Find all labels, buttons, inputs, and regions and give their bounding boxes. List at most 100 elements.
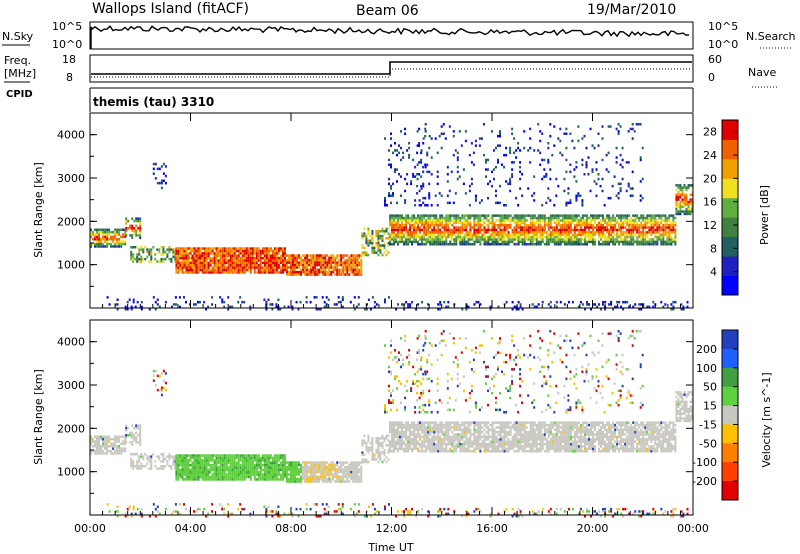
power-cell (181, 271, 184, 274)
power-cell (670, 303, 673, 306)
power-cell (441, 226, 444, 229)
velocity-cell (253, 454, 256, 457)
power-cell (251, 259, 254, 262)
power-cell (336, 266, 339, 269)
power-cell (259, 266, 262, 269)
power-cell (517, 308, 520, 311)
power-cell (429, 226, 432, 229)
power-cell (263, 256, 266, 260)
power-cell (233, 261, 236, 265)
velocity-cell (340, 461, 343, 464)
power-cell (348, 261, 351, 264)
power-cell (559, 231, 562, 234)
power-cell (300, 270, 302, 274)
velocity-cell (164, 457, 167, 461)
power-cell (573, 216, 576, 220)
power-cell (389, 233, 391, 236)
power-cell (365, 237, 368, 240)
power-cell (330, 266, 333, 269)
power-cell (306, 263, 309, 267)
power-cell (479, 243, 482, 246)
power-cell (425, 231, 428, 234)
velocity-cell (322, 473, 325, 476)
velocity-cell (235, 475, 238, 479)
power-cell (491, 228, 494, 232)
velocity-cell (397, 428, 399, 432)
power-cell (197, 268, 200, 272)
power-cell (253, 261, 256, 265)
power-cell (259, 264, 262, 267)
power-cell (527, 231, 530, 234)
velocity-cell (241, 461, 244, 464)
velocity-cell (245, 475, 248, 479)
power-cell (586, 235, 588, 239)
power-cell (316, 261, 319, 264)
velocity-cell (393, 440, 395, 443)
power-cell (519, 231, 522, 234)
velocity-cell (273, 461, 276, 464)
power-cell (648, 238, 651, 241)
power-cell (392, 194, 394, 197)
velocity-cell (191, 478, 194, 481)
power-cell (445, 219, 448, 222)
velocity-cell (288, 466, 290, 469)
power-cell (402, 156, 405, 159)
velocity-cell (312, 463, 315, 467)
power-cell (555, 228, 558, 232)
power-cell (557, 214, 560, 217)
power-cell (555, 214, 558, 217)
power-cell (541, 240, 544, 244)
velocity-cell (235, 473, 238, 476)
power-cell (350, 270, 353, 274)
power-cell (292, 254, 294, 257)
power-cell (397, 235, 399, 239)
velocity-cell (207, 461, 210, 464)
power-cell (533, 216, 536, 220)
power-cell (559, 243, 562, 246)
power-cell (286, 261, 288, 264)
power-cell (547, 303, 550, 306)
power-cell (575, 233, 578, 236)
power-cell (622, 231, 625, 234)
power-cell (134, 305, 137, 309)
velocity-cell (183, 468, 186, 472)
velocity-cell (227, 473, 230, 476)
power-cell (219, 259, 222, 262)
power-cell (314, 261, 317, 264)
power-cell (539, 228, 542, 232)
velocity-cell (125, 434, 128, 437)
power-cell (421, 243, 424, 246)
velocity-cell (179, 454, 182, 457)
velocity-cell (247, 456, 250, 460)
power-cell (114, 235, 117, 239)
power-cell (409, 240, 412, 244)
velocity-cell (328, 477, 331, 481)
power-cell (462, 168, 465, 171)
velocity-cell (193, 468, 196, 472)
power-cell (94, 228, 96, 231)
velocity-cell (160, 464, 163, 468)
power-cell (185, 264, 188, 267)
power-cell (416, 163, 419, 166)
power-cell (640, 235, 643, 239)
velocity-cell (131, 443, 134, 446)
power-cell (640, 216, 643, 220)
power-cell (409, 228, 412, 232)
power-cell (314, 266, 317, 269)
power-cell (219, 252, 222, 255)
power-cell (461, 226, 464, 229)
power-cell (627, 130, 630, 133)
power-cell (429, 231, 432, 234)
power-cell (399, 223, 401, 227)
power-cell (217, 249, 220, 253)
power-cell (681, 200, 684, 204)
power-cell (239, 252, 242, 255)
velocity-cell (379, 458, 382, 461)
velocity-cell (395, 423, 397, 427)
power-cell (251, 256, 254, 260)
power-cell (401, 303, 403, 306)
power-cell (579, 233, 582, 236)
power-cell (416, 177, 419, 181)
velocity-cell (306, 477, 309, 481)
power-cell (515, 196, 518, 200)
